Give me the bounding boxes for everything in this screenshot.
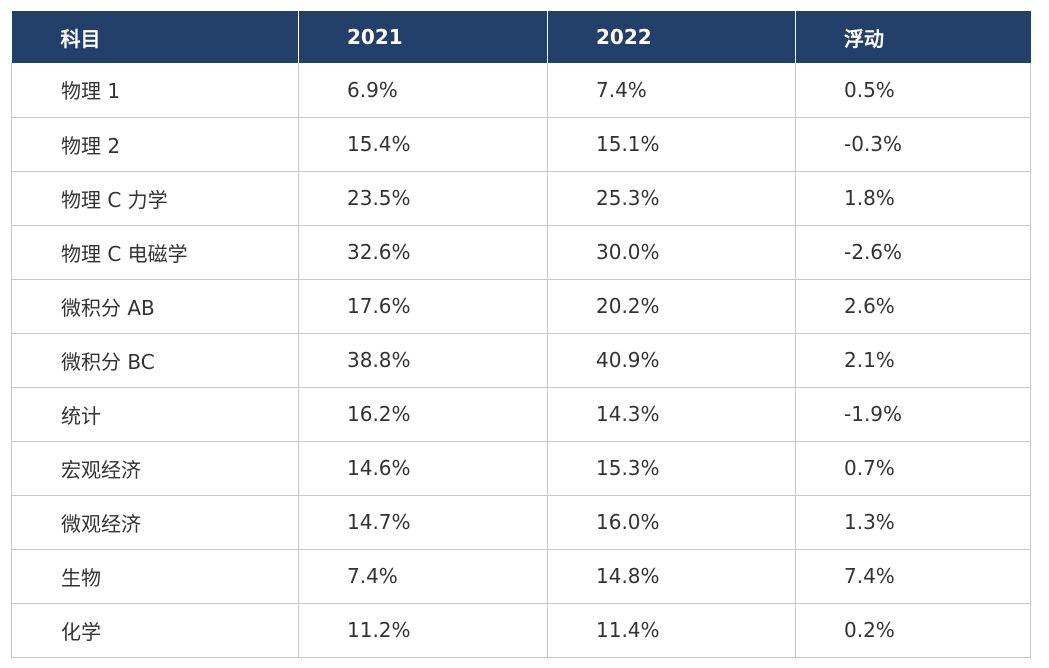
cell-2022: 40.9% (547, 333, 796, 388)
score-comparison-table: 科目 2021 2022 浮动 物理 1 6.9% 7.4% 0.5% 物理 2… (11, 11, 1031, 658)
cell-subject: 微积分 AB (11, 279, 299, 334)
cell-2021: 6.9% (298, 63, 548, 118)
cell-2021: 32.6% (298, 225, 548, 280)
cell-subject: 物理 1 (11, 63, 299, 118)
cell-2022: 15.1% (547, 117, 796, 172)
cell-2022: 14.3% (547, 387, 796, 442)
table-row: 物理 C 力学 23.5% 25.3% 1.8% (11, 171, 1031, 226)
table-header: 科目 2021 2022 浮动 (11, 11, 1031, 63)
cell-2021: 7.4% (298, 549, 548, 604)
cell-subject: 微观经济 (11, 495, 299, 550)
cell-2022: 14.8% (547, 549, 796, 604)
cell-2022: 16.0% (547, 495, 796, 550)
header-change: 浮动 (844, 26, 884, 51)
cell-subject: 物理 2 (11, 117, 299, 172)
table-row: 宏观经济 14.6% 15.3% 0.7% (11, 441, 1031, 496)
header-row: 科目 2021 2022 浮动 (11, 11, 1031, 63)
cell-2022: 11.4% (547, 603, 796, 658)
cell-subject: 生物 (11, 549, 299, 604)
cell-change: 2.1% (795, 333, 1031, 388)
score-comparison-table-container: 科目 2021 2022 浮动 物理 1 6.9% 7.4% 0.5% 物理 2… (11, 11, 1031, 658)
cell-2022: 25.3% (547, 171, 796, 226)
cell-2021: 14.7% (298, 495, 548, 550)
cell-change: -1.9% (795, 387, 1031, 442)
header-2021: 2021 (298, 11, 548, 63)
table-row: 生物 7.4% 14.8% 7.4% (11, 549, 1031, 604)
cell-2021: 11.2% (298, 603, 548, 658)
cell-2021: 17.6% (298, 279, 548, 334)
cell-change: 2.6% (795, 279, 1031, 334)
table-row: 物理 1 6.9% 7.4% 0.5% (11, 63, 1031, 118)
cell-2021: 15.4% (298, 117, 548, 172)
header-2022: 2022 (547, 11, 796, 63)
cell-change: 0.7% (795, 441, 1031, 496)
table-row: 统计 16.2% 14.3% -1.9% (11, 387, 1031, 442)
table-row: 化学 11.2% 11.4% 0.2% (11, 603, 1031, 658)
cell-change: -2.6% (795, 225, 1031, 280)
cell-change: 0.2% (795, 603, 1031, 658)
cell-change: 1.3% (795, 495, 1031, 550)
table-row: 微观经济 14.7% 16.0% 1.3% (11, 495, 1031, 550)
header-subject: 科目 (11, 11, 299, 63)
cell-2022: 15.3% (547, 441, 796, 496)
cell-2021: 38.8% (298, 333, 548, 388)
cell-2021: 23.5% (298, 171, 548, 226)
table-row: 物理 C 电磁学 32.6% 30.0% -2.6% (11, 225, 1031, 280)
cell-change: -0.3% (795, 117, 1031, 172)
cell-subject: 宏观经济 (11, 441, 299, 496)
cell-change: 0.5% (795, 63, 1031, 118)
cell-subject: 物理 C 电磁学 (11, 225, 299, 280)
cell-2021: 16.2% (298, 387, 548, 442)
cell-2021: 14.6% (298, 441, 548, 496)
table-row: 微积分 AB 17.6% 20.2% 2.6% (11, 279, 1031, 334)
cell-subject: 统计 (11, 387, 299, 442)
cell-2022: 30.0% (547, 225, 796, 280)
cell-2022: 7.4% (547, 63, 796, 118)
cell-change: 1.8% (795, 171, 1031, 226)
table-row: 微积分 BC 38.8% 40.9% 2.1% (11, 333, 1031, 388)
cell-change: 7.4% (795, 549, 1031, 604)
table-row: 物理 2 15.4% 15.1% -0.3% (11, 117, 1031, 172)
cell-subject: 化学 (11, 603, 299, 658)
cell-subject: 微积分 BC (11, 333, 299, 388)
cell-subject: 物理 C 力学 (11, 171, 299, 226)
cell-2022: 20.2% (547, 279, 796, 334)
table-body: 物理 1 6.9% 7.4% 0.5% 物理 2 15.4% 15.1% -0.… (11, 63, 1031, 658)
